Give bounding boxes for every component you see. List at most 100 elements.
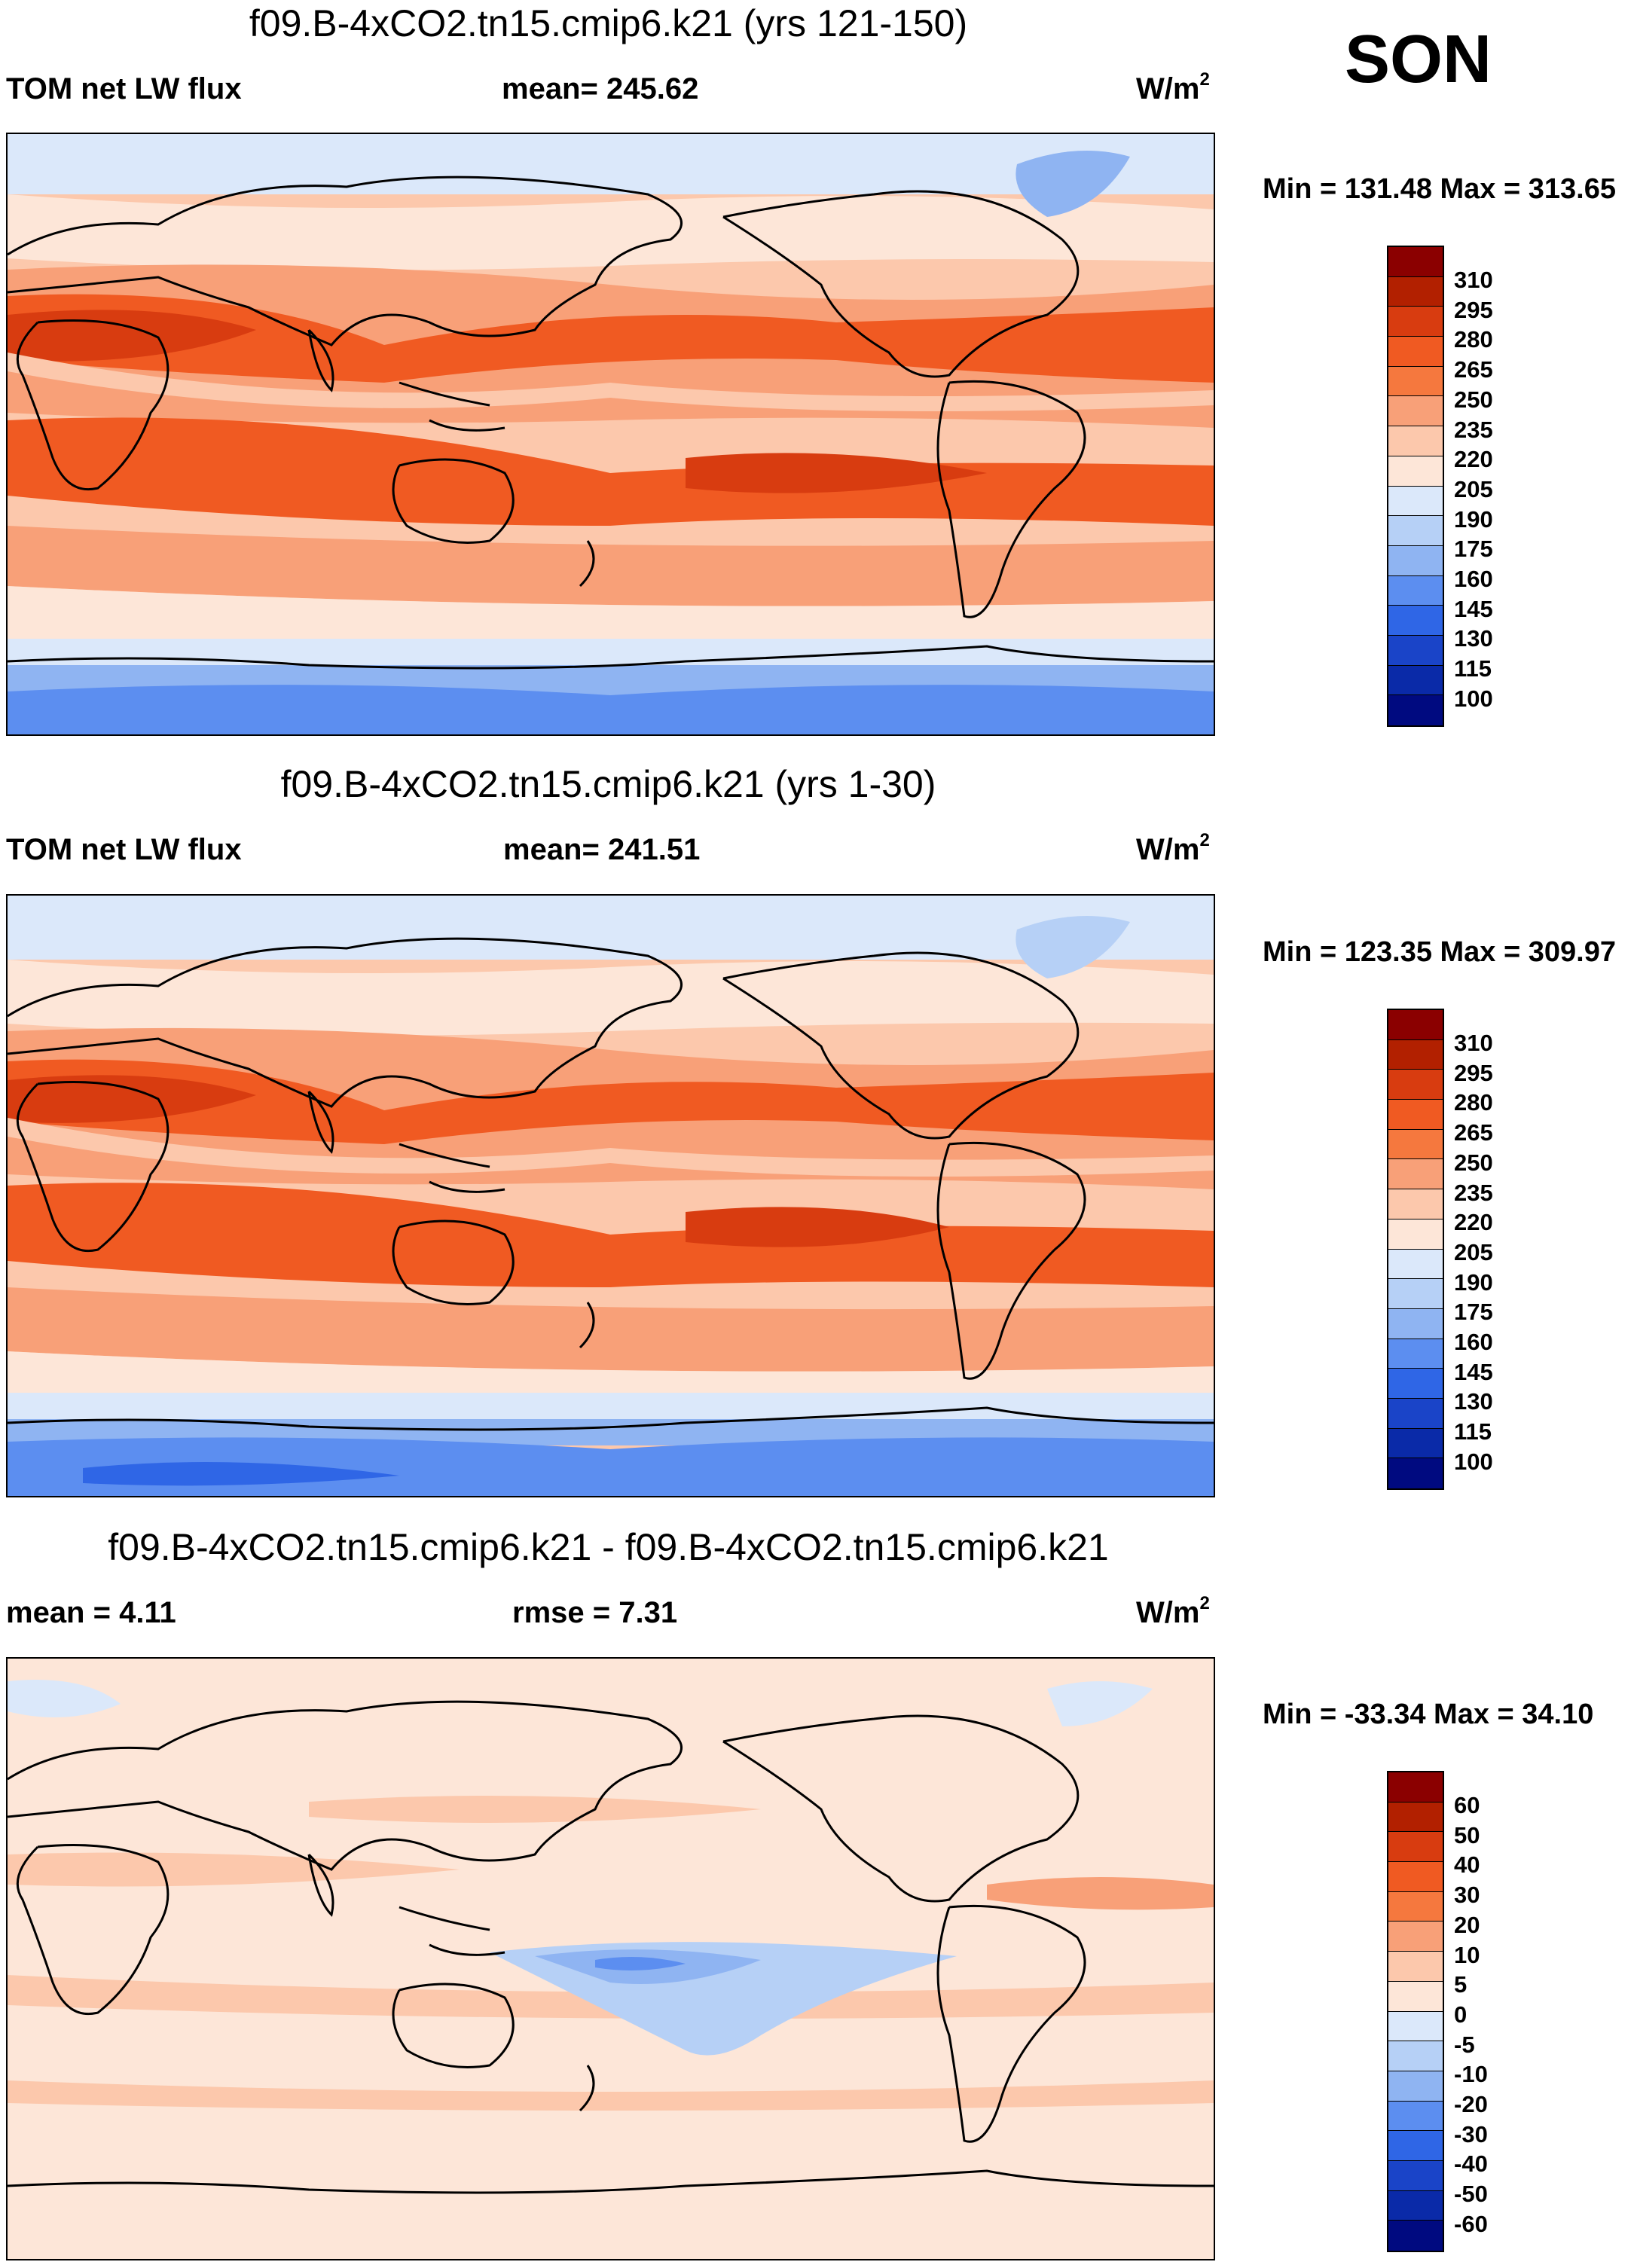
colorbar-cell bbox=[1388, 665, 1443, 696]
north-polar-band bbox=[8, 896, 1214, 960]
coastlines bbox=[8, 176, 1214, 670]
colorbar-cell bbox=[1388, 2190, 1443, 2221]
colorbar-cell bbox=[1388, 1428, 1443, 1459]
colorbar-cell bbox=[1388, 1219, 1443, 1250]
colorbar-tick: 205 bbox=[1454, 475, 1493, 502]
colorbar-tick: 265 bbox=[1454, 356, 1493, 383]
colorbar-tick: 235 bbox=[1454, 416, 1493, 443]
colorbar-tick: 220 bbox=[1454, 1209, 1493, 1236]
colorbar-cell bbox=[1388, 545, 1443, 576]
sahara-hotspot bbox=[8, 310, 256, 362]
warm-patch-s-ocean bbox=[8, 2080, 1214, 2111]
colorbar-tick: 220 bbox=[1454, 446, 1493, 473]
greenland-cold-patch bbox=[1016, 916, 1130, 978]
panel1-mean-label: mean= 245.62 bbox=[502, 72, 699, 105]
colorbar-cell bbox=[1388, 1129, 1443, 1160]
colorbar-cell bbox=[1388, 1952, 1443, 1982]
panel3-colorbar bbox=[1387, 1771, 1444, 2252]
south-subpolar-band bbox=[8, 639, 1214, 669]
antarctic-band bbox=[8, 685, 1214, 734]
coast-eurasia bbox=[8, 1700, 683, 1871]
coast-sea-islands bbox=[399, 381, 505, 432]
colorbar-tick: 160 bbox=[1454, 566, 1493, 592]
colorbar-cell bbox=[1388, 337, 1443, 367]
colorbar-cell bbox=[1388, 396, 1443, 427]
units-exponent: 2 bbox=[1199, 830, 1210, 850]
colorbar-cell bbox=[1388, 1398, 1443, 1429]
coast-south-america bbox=[936, 380, 1086, 618]
south-tropic-core bbox=[8, 1183, 1214, 1287]
colorbar-tick: -10 bbox=[1454, 2061, 1488, 2088]
colorbar-cell bbox=[1388, 1279, 1443, 1309]
panel3-map bbox=[6, 1657, 1215, 2260]
coast-sea-islands bbox=[399, 1143, 505, 1193]
panel2-map bbox=[6, 894, 1215, 1497]
coast-australia bbox=[392, 1983, 515, 2068]
coast-north-america bbox=[722, 190, 1080, 378]
panel2-units: W/m2 bbox=[1136, 830, 1210, 867]
coast-sea-islands bbox=[399, 1906, 505, 1956]
panel2-colorbar bbox=[1387, 1009, 1444, 1490]
south-tropic-core bbox=[8, 417, 1214, 526]
colorbar-tick: 5 bbox=[1454, 1971, 1468, 1998]
colorbar-tick: 250 bbox=[1454, 386, 1493, 413]
coast-india bbox=[307, 1090, 334, 1154]
colorbar-cell bbox=[1388, 1308, 1443, 1339]
coastlines bbox=[8, 937, 1214, 1431]
panel3-mean-label: mean = 4.11 bbox=[6, 1596, 176, 1629]
colorbar-cell bbox=[1388, 1772, 1443, 1802]
colorbar-tick: 145 bbox=[1454, 595, 1493, 622]
south-subpolar-band bbox=[8, 1393, 1214, 1423]
warm-patch-tropics bbox=[8, 1852, 460, 1887]
colorbar-cell bbox=[1388, 1010, 1443, 1040]
colorbar-tick: 40 bbox=[1454, 1851, 1480, 1879]
colorbar-cell bbox=[1388, 606, 1443, 636]
colorbar-cell bbox=[1388, 1369, 1443, 1399]
colorbar-tick: 235 bbox=[1454, 1179, 1493, 1206]
colorbar-cell bbox=[1388, 1922, 1443, 1952]
colorbar-cell bbox=[1388, 426, 1443, 456]
colorbar-cell bbox=[1388, 2131, 1443, 2161]
panel2-mean-label: mean= 241.51 bbox=[503, 833, 701, 866]
colorbar-tick: 295 bbox=[1454, 296, 1493, 323]
units-exponent: 2 bbox=[1199, 69, 1210, 90]
north-polar-band bbox=[8, 134, 1214, 194]
colorbar-cell bbox=[1388, 366, 1443, 397]
north-tropic-core bbox=[8, 294, 1214, 383]
colorbar-tick: 280 bbox=[1454, 326, 1493, 353]
panel3-minmax: Min = -33.34 Max = 34.10 bbox=[1263, 1699, 1594, 1730]
colorbar-tick: -5 bbox=[1454, 2031, 1475, 2058]
units-text: W/m bbox=[1136, 1596, 1200, 1629]
colorbar-tick: 205 bbox=[1454, 1238, 1493, 1265]
colorbar-cell bbox=[1388, 635, 1443, 666]
colorbar-tick: 160 bbox=[1454, 1329, 1493, 1355]
colorbar-tick: -50 bbox=[1454, 2181, 1488, 2208]
colorbar-cell bbox=[1388, 456, 1443, 487]
itcz-cool-band bbox=[8, 1118, 1214, 1177]
units-text: W/m bbox=[1136, 833, 1200, 866]
coast-antarctica bbox=[8, 2169, 1214, 2194]
panel1-title: f09.B-4xCO2.tn15.cmip6.k21 (yrs 121-150) bbox=[249, 2, 968, 44]
panel1-colorbar bbox=[1387, 246, 1444, 727]
colorbar-tick: -40 bbox=[1454, 2150, 1488, 2178]
warm-patch-north bbox=[309, 1796, 761, 1823]
south-pacific-hotspot bbox=[686, 453, 987, 493]
coast-south-america bbox=[936, 1904, 1086, 2143]
colorbar-cell bbox=[1388, 1039, 1443, 1070]
colorbar-cell bbox=[1388, 1159, 1443, 1190]
colorbar-cell bbox=[1388, 1070, 1443, 1100]
colorbar-cell bbox=[1388, 2071, 1443, 2102]
south-midlat-band bbox=[8, 586, 1214, 649]
north-subpolar-band bbox=[8, 194, 1214, 270]
colorbar-cell bbox=[1388, 1802, 1443, 1833]
colorbar-tick: 20 bbox=[1454, 1911, 1480, 1938]
coast-africa bbox=[16, 1844, 170, 2016]
colorbar-cell bbox=[1388, 1100, 1443, 1130]
panel1-units: W/m2 bbox=[1136, 69, 1210, 106]
coast-africa bbox=[16, 1081, 170, 1253]
arctic-cool-patch bbox=[1047, 1681, 1153, 1726]
colorbar-cell bbox=[1388, 486, 1443, 517]
colorbar-cell bbox=[1388, 1458, 1443, 1488]
south-subtropic-band bbox=[8, 1287, 1214, 1372]
units-text: W/m bbox=[1136, 72, 1200, 105]
